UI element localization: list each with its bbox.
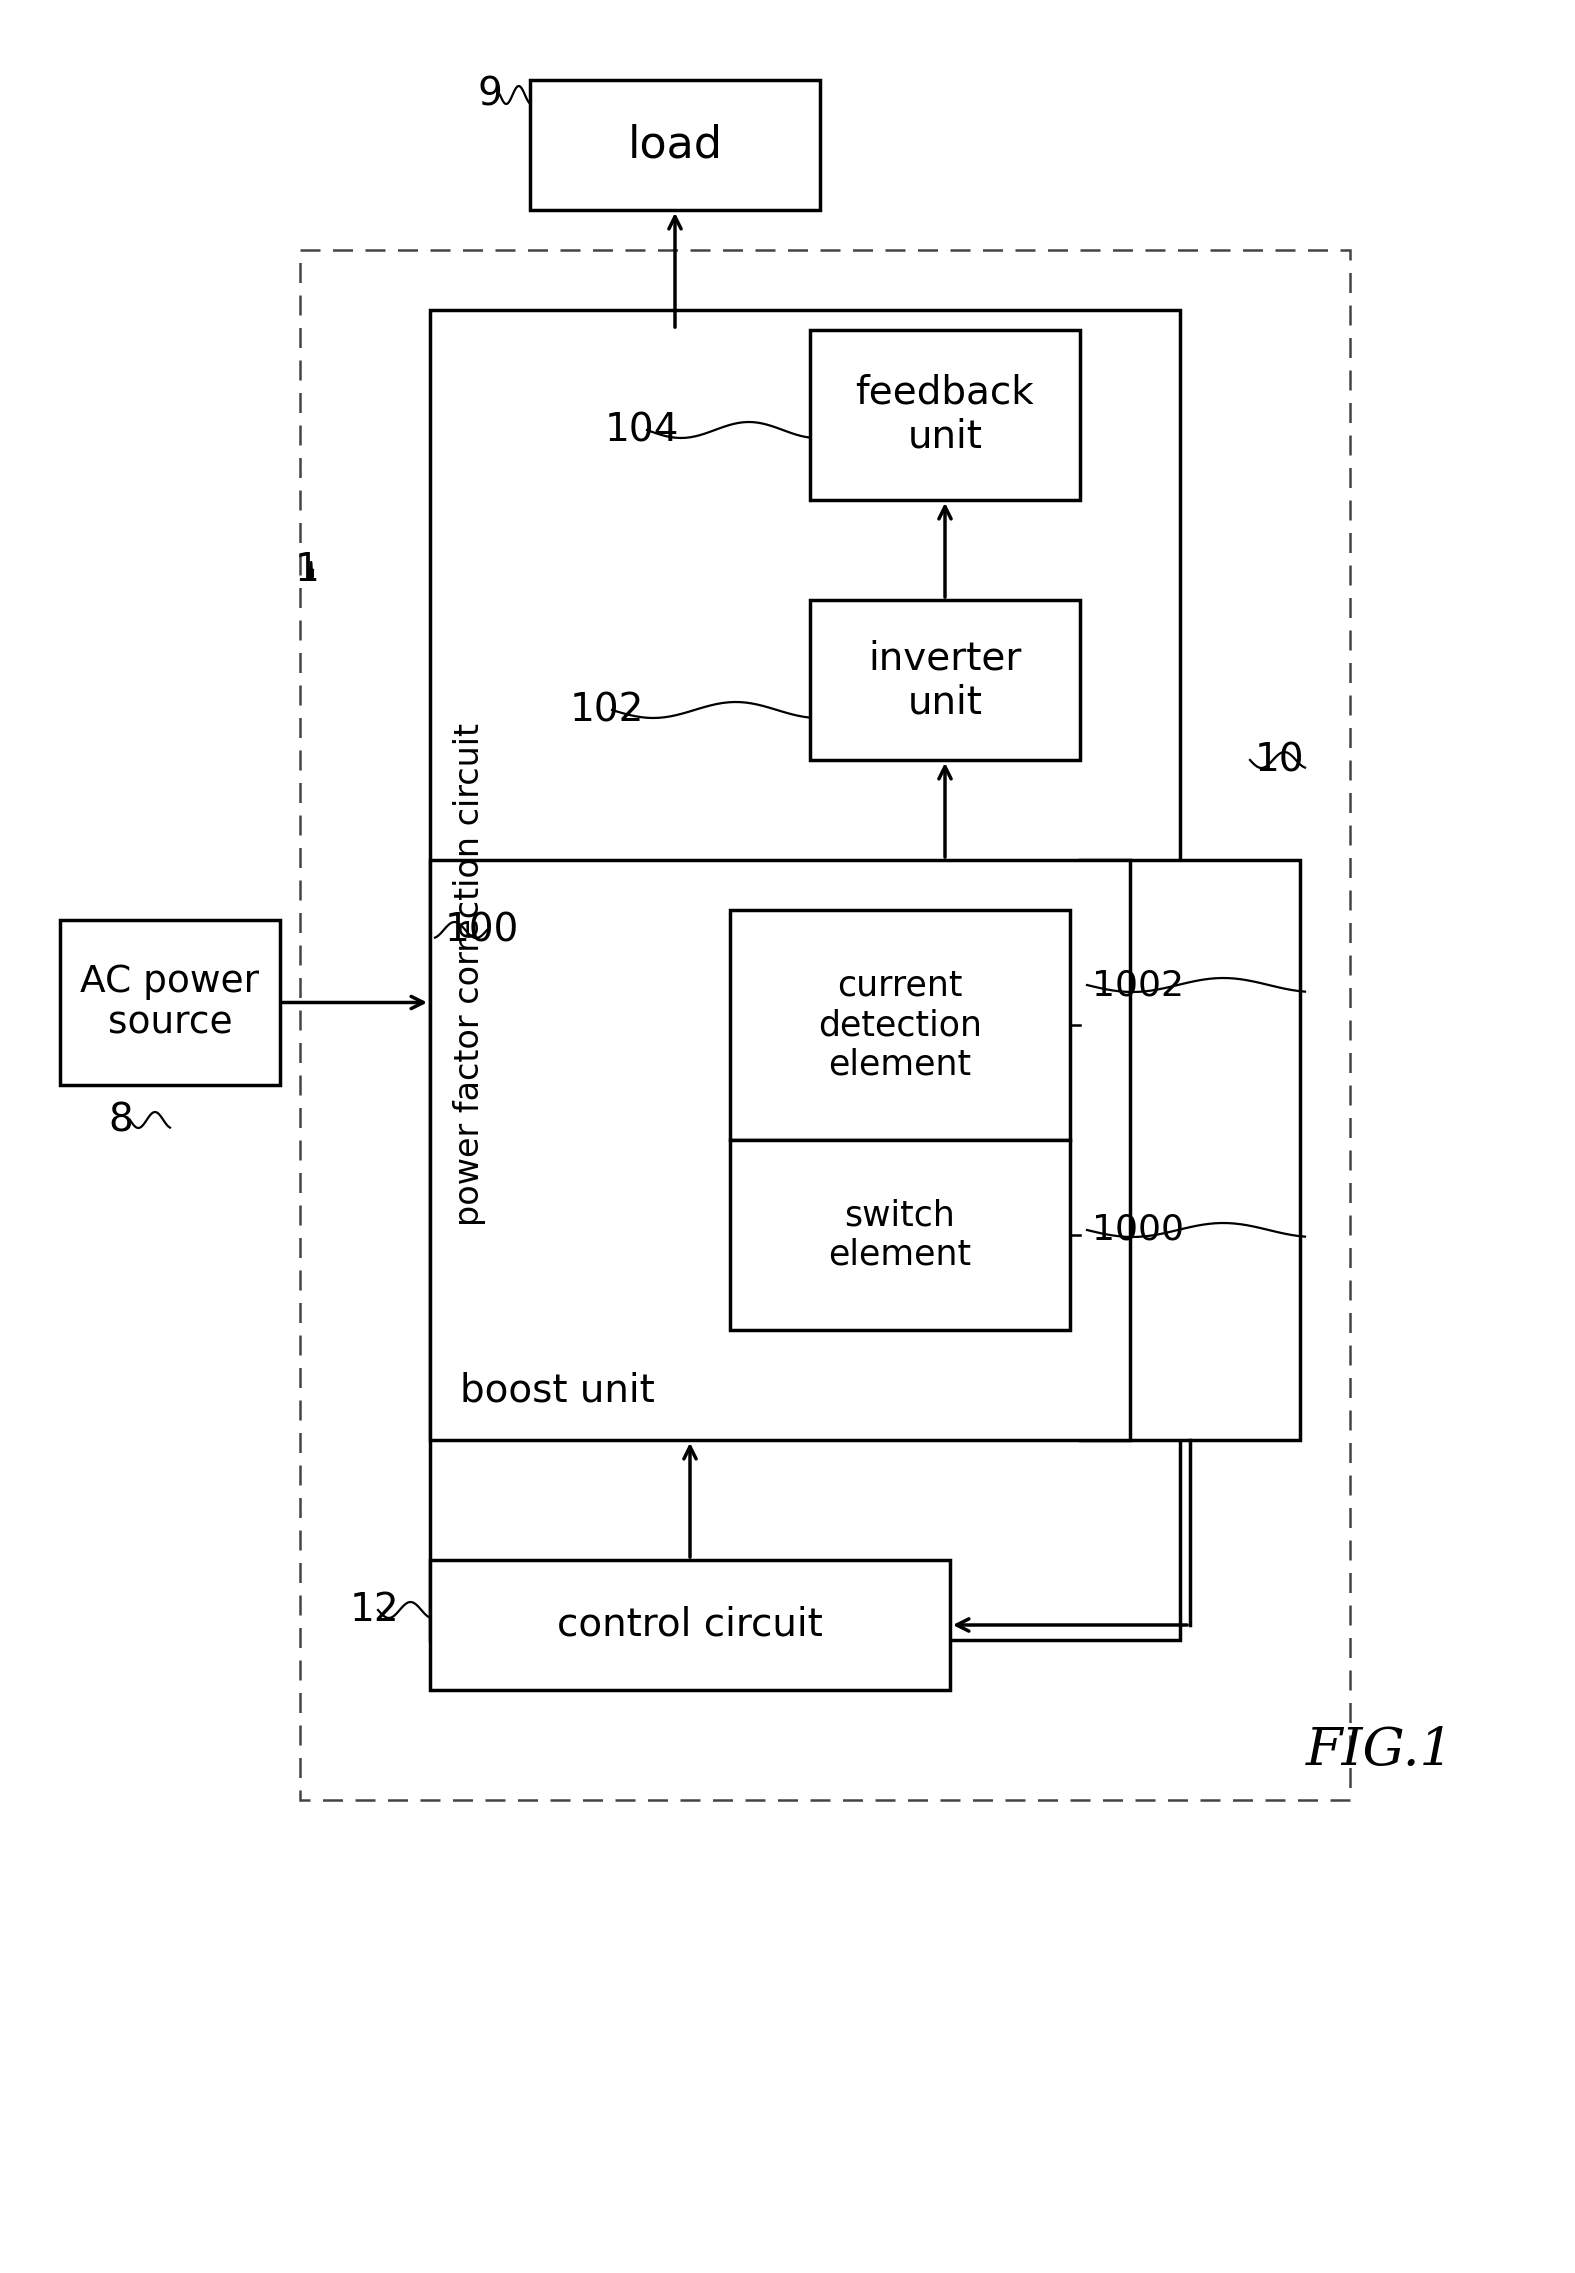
Text: feedback
unit: feedback unit [855,375,1035,457]
Bar [729,909,1069,1141]
Text: 104: 104 [605,411,679,450]
Bar [299,250,1350,1800]
Text: power factor correction circuit: power factor correction circuit [454,723,487,1227]
Text: 1002: 1002 [1091,968,1184,1002]
Text: inverter
unit: inverter unit [868,639,1022,721]
Text: 12: 12 [350,1591,400,1630]
Bar [430,309,1180,1641]
Text: control circuit: control circuit [558,1607,822,1643]
Text: 100: 100 [446,911,520,950]
Text: 1: 1 [295,550,320,589]
Bar [810,600,1080,759]
Text: load: load [627,123,723,166]
Text: 8: 8 [109,1100,132,1139]
Text: current
detection
element: current detection element [817,968,981,1082]
Text: AC power
source: AC power source [80,964,260,1041]
Bar [60,921,280,1084]
Text: 9: 9 [477,75,502,114]
Bar [1080,859,1299,1441]
Text: boost unit: boost unit [460,1373,655,1409]
Bar [729,1141,1069,1330]
Bar [430,1559,950,1691]
Text: 10: 10 [1255,741,1304,780]
Text: 102: 102 [570,691,644,730]
Bar [810,330,1080,500]
Text: 1000: 1000 [1091,1214,1184,1248]
Bar [430,859,1129,1441]
Text: FIG.1: FIG.1 [1306,1725,1454,1775]
Bar [531,80,821,209]
Text: switch
element: switch element [828,1198,972,1271]
